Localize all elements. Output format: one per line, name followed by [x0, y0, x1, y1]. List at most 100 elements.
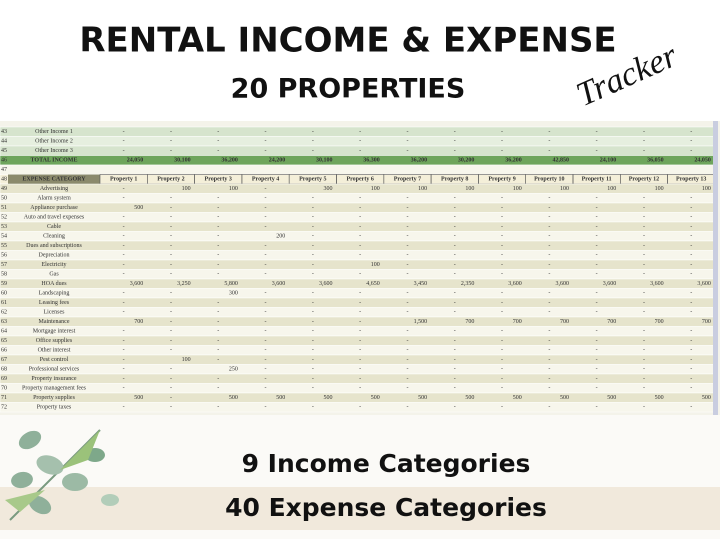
- row-number: 62: [1, 310, 7, 316]
- cell-value: 100: [513, 186, 522, 192]
- cell-value: -: [359, 386, 361, 392]
- cell-value: -: [217, 205, 219, 211]
- sheet-row: [0, 221, 716, 232]
- cell-value: -: [690, 253, 692, 259]
- cell-value: 300: [324, 186, 333, 192]
- spreadsheet: 43 Other Income 1 - - - - - - - - - - - - - 44 Other Inc…: [0, 121, 720, 415]
- footer-band: [0, 487, 720, 530]
- cell-value: -: [123, 224, 125, 230]
- row-label: Maintenance: [39, 319, 70, 325]
- cell-value: -: [643, 243, 645, 249]
- row-number: 43: [1, 129, 7, 135]
- cell-value: -: [690, 262, 692, 268]
- cell-value: -: [312, 310, 314, 316]
- cell-value: -: [170, 234, 172, 240]
- cell-value: -: [501, 139, 503, 145]
- row-label: Other Income 2: [35, 139, 73, 145]
- cell-value: -: [123, 376, 125, 382]
- cell-value: -: [406, 148, 408, 154]
- cell-value: -: [501, 234, 503, 240]
- cell-value: -: [596, 329, 598, 335]
- cell-value: -: [501, 272, 503, 278]
- cell-value: -: [501, 196, 503, 202]
- cell-value: -: [170, 405, 172, 411]
- cell-value: -: [690, 205, 692, 211]
- cell-value: -: [123, 300, 125, 306]
- cell-value: -: [548, 376, 550, 382]
- cell-value: -: [454, 300, 456, 306]
- row-label: Property taxes: [37, 405, 72, 411]
- row-label: Appliance purchase: [30, 205, 78, 211]
- cell-value: -: [690, 357, 692, 363]
- cell-value: -: [548, 329, 550, 335]
- cell-value: -: [643, 310, 645, 316]
- cell-value: 3,450: [414, 281, 428, 287]
- cell-value: -: [217, 348, 219, 354]
- cell-value: -: [596, 405, 598, 411]
- cell-value: -: [643, 129, 645, 135]
- cell-value: 36,200: [505, 158, 522, 164]
- cell-value: -: [501, 205, 503, 211]
- cell-value: -: [548, 348, 550, 354]
- cell-value: -: [406, 224, 408, 230]
- cell-value: -: [643, 376, 645, 382]
- cell-value: -: [265, 386, 267, 392]
- cell-value: -: [170, 129, 172, 135]
- cell-value: -: [217, 253, 219, 259]
- cell-value: -: [123, 129, 125, 135]
- cell-value: -: [265, 215, 267, 221]
- cell-value: 30,100: [174, 158, 191, 164]
- cell-value: -: [596, 234, 598, 240]
- cell-value: -: [643, 329, 645, 335]
- cell-value: -: [596, 129, 598, 135]
- cell-value: -: [359, 348, 361, 354]
- sheet-row: [0, 364, 716, 375]
- cell-value: -: [217, 129, 219, 135]
- cell-value: 36,300: [363, 158, 380, 164]
- cell-value: -: [359, 357, 361, 363]
- subtitle: 20 PROPERTIES: [231, 74, 466, 105]
- cell-value: -: [359, 272, 361, 278]
- sheet-row: [0, 297, 716, 308]
- cell-value: 24,050: [127, 158, 144, 164]
- cell-value: -: [217, 319, 219, 325]
- cell-value: -: [170, 367, 172, 373]
- cell-value: -: [548, 234, 550, 240]
- cell-value: -: [690, 243, 692, 249]
- row-number: 71: [1, 395, 7, 401]
- row-label: Licenses: [44, 310, 66, 316]
- cell-value: -: [501, 148, 503, 154]
- cell-value: -: [406, 357, 408, 363]
- cell-value: -: [312, 196, 314, 202]
- cell-value: 500: [276, 395, 285, 401]
- cell-value: -: [406, 348, 408, 354]
- cell-value: 100: [182, 357, 191, 363]
- cell-value: -: [690, 348, 692, 354]
- cell-value: 24,050: [694, 158, 711, 164]
- cell-value: -: [548, 272, 550, 278]
- cell-value: -: [548, 129, 550, 135]
- cell-value: -: [265, 338, 267, 344]
- cell-value: -: [265, 291, 267, 297]
- cell-value: -: [217, 376, 219, 382]
- cell-value: -: [265, 272, 267, 278]
- row-number: 52: [1, 215, 7, 221]
- cell-value: -: [170, 262, 172, 268]
- cell-value: -: [406, 139, 408, 145]
- cell-value: -: [312, 234, 314, 240]
- cell-value: -: [690, 139, 692, 145]
- cell-value: -: [548, 338, 550, 344]
- cell-value: -: [170, 148, 172, 154]
- cell-value: 700: [560, 319, 569, 325]
- sheet-row: [0, 402, 716, 413]
- cell-value: -: [454, 243, 456, 249]
- cell-value: 3,600: [508, 281, 522, 287]
- sheet-row: [0, 240, 716, 251]
- row-number: 51: [1, 205, 7, 211]
- cell-value: -: [596, 196, 598, 202]
- cell-value: -: [265, 253, 267, 259]
- cell-value: -: [454, 405, 456, 411]
- row-number: 48: [1, 177, 7, 183]
- cell-value: -: [643, 234, 645, 240]
- row-number: 67: [1, 357, 7, 363]
